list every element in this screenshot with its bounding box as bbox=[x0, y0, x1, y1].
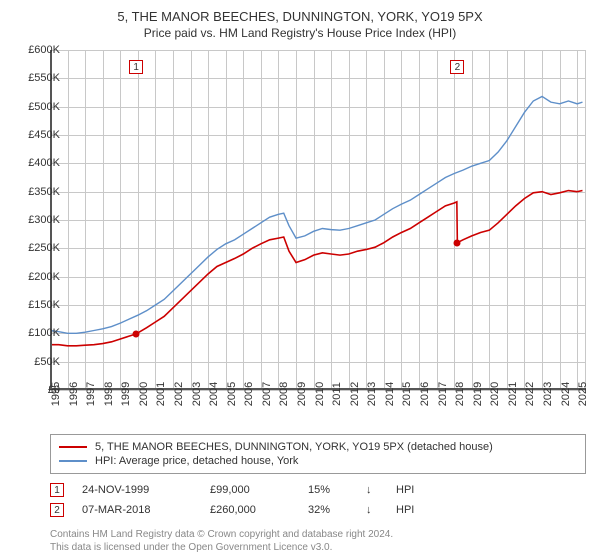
series-property bbox=[50, 191, 582, 346]
y-tick-label: £500K bbox=[14, 101, 60, 113]
point-date: 07-MAR-2018 bbox=[82, 504, 192, 516]
x-tick-label: 1998 bbox=[103, 382, 115, 406]
point-date: 24-NOV-1999 bbox=[82, 484, 192, 496]
x-tick-label: 2000 bbox=[138, 382, 150, 406]
chart-title: 5, THE MANOR BEECHES, DUNNINGTON, YORK, … bbox=[0, 0, 600, 26]
arrow-down-icon: ↓ bbox=[366, 504, 378, 516]
legend-swatch bbox=[59, 460, 87, 462]
x-tick-label: 2025 bbox=[577, 382, 589, 406]
x-tick-label: 2007 bbox=[261, 382, 273, 406]
x-tick-label: 2009 bbox=[296, 382, 308, 406]
x-tick-label: 2022 bbox=[524, 382, 536, 406]
marker-box-2: 2 bbox=[450, 60, 464, 74]
point-marker: 1 bbox=[50, 483, 64, 497]
series-hpi bbox=[50, 96, 582, 333]
arrow-down-icon: ↓ bbox=[366, 484, 378, 496]
y-tick-label: £250K bbox=[14, 242, 60, 254]
x-tick-label: 2019 bbox=[472, 382, 484, 406]
y-tick-label: £450K bbox=[14, 129, 60, 141]
x-tick-label: 2011 bbox=[331, 382, 343, 406]
legend: 5, THE MANOR BEECHES, DUNNINGTON, YORK, … bbox=[50, 434, 586, 474]
x-tick-label: 2017 bbox=[437, 382, 449, 406]
point-marker: 2 bbox=[50, 503, 64, 517]
x-tick-label: 2012 bbox=[349, 382, 361, 406]
x-tick-label: 2014 bbox=[384, 382, 396, 406]
data-point-row: 2 07-MAR-2018 £260,000 32% ↓ HPI bbox=[50, 500, 586, 520]
x-tick-label: 2020 bbox=[489, 382, 501, 406]
point-percent: 32% bbox=[308, 504, 348, 516]
y-tick-label: £200K bbox=[14, 271, 60, 283]
x-tick-label: 1995 bbox=[50, 382, 62, 406]
point-relative-label: HPI bbox=[396, 484, 414, 496]
x-tick-label: 2015 bbox=[401, 382, 413, 406]
data-points-table: 1 24-NOV-1999 £99,000 15% ↓ HPI 2 07-MAR-2018 £2… bbox=[50, 480, 586, 520]
marker-dot-2 bbox=[454, 239, 461, 246]
point-percent: 15% bbox=[308, 484, 348, 496]
marker-dot-1 bbox=[133, 330, 140, 337]
x-tick-label: 2008 bbox=[278, 382, 290, 406]
chart-plot-area: 12 bbox=[50, 50, 586, 390]
x-tick-label: 2010 bbox=[314, 382, 326, 406]
legend-label: 5, THE MANOR BEECHES, DUNNINGTON, YORK, … bbox=[95, 441, 493, 453]
y-tick-label: £100K bbox=[14, 327, 60, 339]
data-point-row: 1 24-NOV-1999 £99,000 15% ↓ HPI bbox=[50, 480, 586, 500]
y-tick-label: £600K bbox=[14, 44, 60, 56]
x-tick-label: 2006 bbox=[243, 382, 255, 406]
x-tick-label: 2001 bbox=[155, 382, 167, 406]
footer-attribution: Contains HM Land Registry data © Crown c… bbox=[50, 528, 586, 554]
y-tick-label: £350K bbox=[14, 186, 60, 198]
footer-line-2: This data is licensed under the Open Gov… bbox=[50, 541, 586, 554]
x-tick-label: 1996 bbox=[68, 382, 80, 406]
x-tick-label: 1997 bbox=[85, 382, 97, 406]
x-tick-label: 2003 bbox=[191, 382, 203, 406]
legend-label: HPI: Average price, detached house, York bbox=[95, 455, 298, 467]
y-tick-label: £550K bbox=[14, 72, 60, 84]
chart-lines bbox=[50, 50, 586, 390]
y-tick-label: £50K bbox=[14, 356, 60, 368]
y-tick-label: £300K bbox=[14, 214, 60, 226]
legend-swatch bbox=[59, 446, 87, 448]
legend-item: 5, THE MANOR BEECHES, DUNNINGTON, YORK, … bbox=[59, 440, 577, 454]
y-tick-label: £400K bbox=[14, 157, 60, 169]
x-tick-label: 1999 bbox=[120, 382, 132, 406]
chart-subtitle: Price paid vs. HM Land Registry's House … bbox=[0, 26, 600, 46]
point-relative-label: HPI bbox=[396, 504, 414, 516]
x-tick-label: 2002 bbox=[173, 382, 185, 406]
x-tick-label: 2013 bbox=[366, 382, 378, 406]
x-tick-label: 2016 bbox=[419, 382, 431, 406]
footer-line-1: Contains HM Land Registry data © Crown c… bbox=[50, 528, 586, 541]
x-tick-label: 2005 bbox=[226, 382, 238, 406]
y-tick-label: £150K bbox=[14, 299, 60, 311]
x-tick-label: 2018 bbox=[454, 382, 466, 406]
point-price: £260,000 bbox=[210, 504, 290, 516]
chart-container: 5, THE MANOR BEECHES, DUNNINGTON, YORK, … bbox=[0, 0, 600, 560]
point-price: £99,000 bbox=[210, 484, 290, 496]
legend-item: HPI: Average price, detached house, York bbox=[59, 454, 577, 468]
marker-box-1: 1 bbox=[129, 60, 143, 74]
x-tick-label: 2024 bbox=[560, 382, 572, 406]
x-tick-label: 2004 bbox=[208, 382, 220, 406]
x-tick-label: 2021 bbox=[507, 382, 519, 406]
x-tick-label: 2023 bbox=[542, 382, 554, 406]
